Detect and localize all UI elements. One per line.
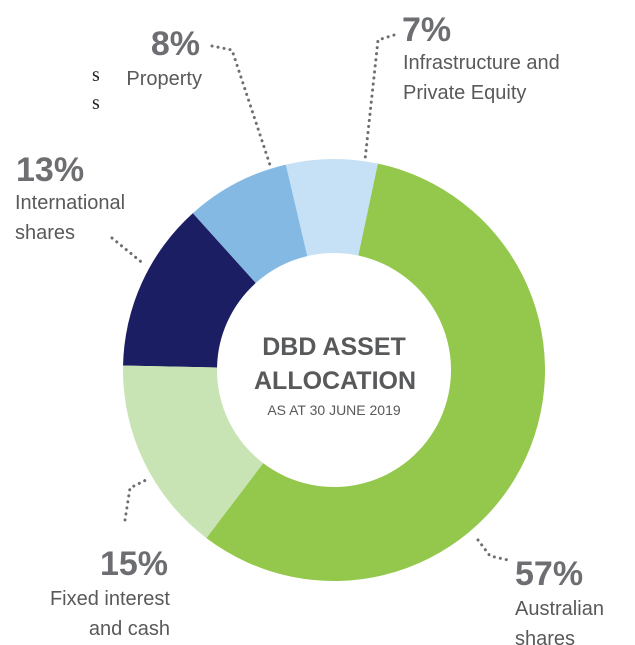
donut-segment bbox=[285, 159, 378, 257]
category-label: International shares bbox=[15, 192, 126, 244]
cropped-text: s bbox=[92, 64, 100, 86]
category-label: Australian shares bbox=[515, 598, 604, 645]
chart-subtitle: AS AT 30 JUNE 2019 bbox=[267, 402, 401, 418]
leader-line bbox=[123, 478, 148, 522]
value-label: 8% bbox=[150, 25, 200, 63]
leader-line bbox=[363, 33, 396, 162]
value-label: 57% bbox=[515, 555, 584, 593]
chart-title: DBD ASSET ALLOCATION bbox=[214, 330, 454, 398]
category-label: Fixed interest and cash bbox=[49, 588, 170, 640]
cropped-text: s bbox=[92, 92, 100, 114]
leader-line bbox=[476, 538, 510, 562]
donut-segment bbox=[123, 213, 256, 368]
donut-segment bbox=[192, 164, 308, 284]
title-text: DBD ASSET ALLOCATION bbox=[254, 333, 417, 395]
leader-line bbox=[210, 44, 272, 167]
donut-segment bbox=[206, 163, 546, 582]
donut-segment bbox=[123, 365, 264, 539]
value-label: 7% bbox=[402, 11, 452, 49]
value-label: 13% bbox=[16, 151, 85, 189]
leader-line bbox=[110, 236, 147, 267]
category-label: Property bbox=[126, 68, 202, 90]
leader-lines bbox=[110, 33, 510, 562]
value-label: 15% bbox=[99, 545, 168, 583]
category-label: Infrastructure and Private Equity bbox=[403, 52, 560, 104]
